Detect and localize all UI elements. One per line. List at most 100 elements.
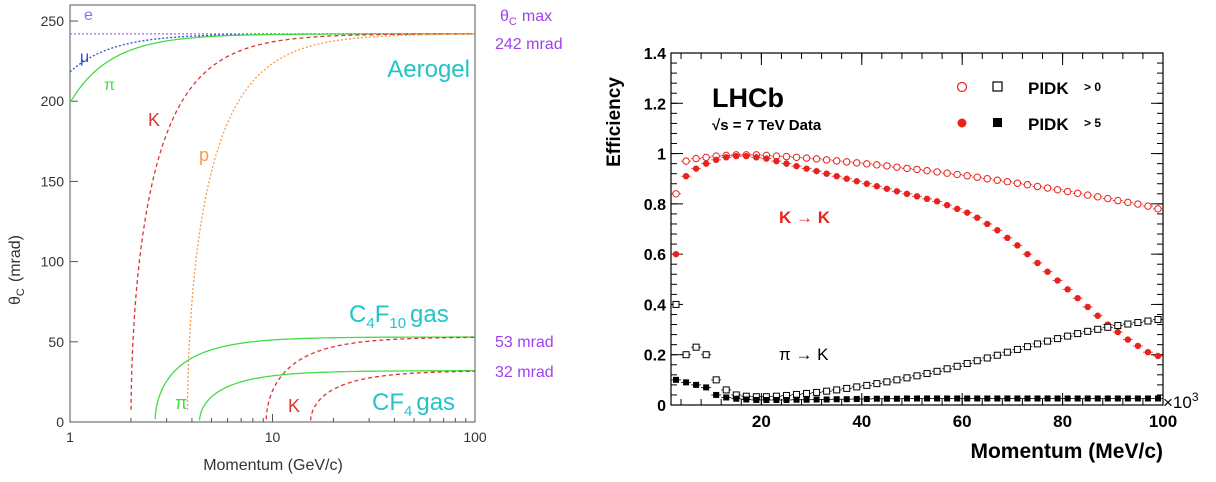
right-y-tick-label: 0.2 [644,348,666,365]
data-point-kaon-pidk0 [983,175,991,183]
data-point-pion-pidk0 [893,376,901,384]
data-point-kaon-pidk5 [1134,342,1142,350]
cf4-label-cf: CF [372,389,404,416]
data-point-pion-pidk0 [682,351,690,359]
data-point-pion-pidk0 [923,370,931,378]
data-point-pion-pidk5 [843,396,850,403]
data-point-kaon-pidk0 [1053,186,1062,194]
data-point-pion-pidk0 [712,376,720,384]
data-point-pion-pidk5 [673,376,680,383]
right-x-axis-label: Momentum (MeV/c) [970,440,1163,463]
c4f10-label-10: 10 [389,315,406,332]
x-multiplier: ×103 [1163,390,1199,412]
data-point-pion-pidk5 [1064,395,1071,402]
left-y-tick-label: 200 [41,93,65,109]
data-point-pion-pidk5 [793,396,800,403]
data-point-kaon-pidk0 [963,171,971,180]
data-point-kaon-pidk5 [1044,268,1051,275]
data-point-kaon-pidk5 [1074,294,1081,302]
left-y-axis-label-sub: C [15,288,27,296]
particle-label: K [148,110,160,130]
left-y-tick-label: 50 [48,334,64,350]
curve-aerogel-μ [69,33,475,73]
data-point-pion-pidk5 [1054,395,1061,402]
left-y-tick-label: 0 [56,414,64,430]
data-point-pion-pidk5 [903,395,910,402]
data-point-pion-pidk5 [994,395,1001,402]
data-point-kaon-pidk0 [692,154,700,163]
left-y-tick-label: 100 [41,254,65,270]
k-to-k-label: K → K [779,208,831,227]
data-point-pion-pidk0 [1064,332,1072,340]
data-point-kaon-pidk5 [943,201,951,209]
data-point-kaon-pidk0 [1013,179,1022,187]
data-point-kaon-pidk0 [702,153,710,162]
pid-efficiency-chart: 0 0.2 0.4 0.6 0.8 1 1.2 1.4 20 40 60 80 100 Efficien… [604,46,1199,463]
curve-cf4-K [309,370,475,421]
particle-label: p [199,145,209,165]
data-point-pion-pidk0 [933,367,941,375]
x-multiplier-exp: 3 [1192,390,1199,404]
lhcb-label: LHCb [712,83,784,113]
data-point-pion-pidk5 [733,395,740,402]
data-point-pion-pidk5 [853,395,860,402]
data-point-kaon-pidk0 [843,158,851,166]
data-point-kaon-pidk5 [893,188,901,195]
data-point-pion-pidk0 [853,383,861,391]
cf4-label: CF4 gas [372,389,455,420]
data-point-kaon-pidk0 [903,164,911,173]
data-point-pion-pidk0 [1013,345,1021,353]
right-x-tick-label: 80 [1053,412,1072,431]
right-y-tick-label: 0.4 [644,297,666,314]
left-y-axis-label-theta: θ [7,296,24,305]
data-point-pion-pidk0 [873,380,881,388]
data-point-pion-pidk5 [1134,395,1141,402]
data-point-kaon-pidk0 [993,176,1002,184]
curve-c4f10-K [265,336,475,420]
data-point-kaon-pidk0 [1033,182,1042,191]
data-point-kaon-pidk0 [1023,181,1032,189]
data-point-pion-pidk5 [893,395,900,402]
legend-cut0-cut: > 0 [1084,80,1101,94]
data-point-kaon-pidk0 [802,154,811,162]
data-point-pion-pidk0 [722,386,730,394]
data-point-pion-pidk5 [1024,395,1031,402]
data-point-kaon-pidk5 [1154,352,1162,360]
data-point-pion-pidk5 [1074,395,1081,402]
data-point-pion-pidk5 [934,395,941,402]
curve-aerogel-K [130,33,476,410]
data-point-pion-pidk0 [963,360,971,368]
left-x-axis-label: Momentum (GeV/c) [203,457,343,474]
data-point-kaon-pidk5 [1014,242,1021,249]
data-point-pion-pidk5 [1014,395,1021,402]
data-point-kaon-pidk5 [1094,312,1101,319]
data-point-kaon-pidk5 [672,250,680,258]
data-point-pion-pidk0 [973,357,981,365]
data-point-kaon-pidk5 [1024,250,1031,258]
data-point-pion-pidk5 [1114,395,1121,402]
c4f10-max-label: 53 mrad [495,334,554,351]
data-point-pion-pidk5 [954,395,961,402]
right-y-tick-label: 0.6 [644,247,666,264]
data-point-kaon-pidk0 [953,170,961,179]
data-point-kaon-pidk5 [783,160,790,167]
data-point-kaon-pidk0 [1003,178,1012,186]
data-point-pion-pidk5 [1144,395,1151,402]
data-point-pion-pidk0 [1084,327,1092,335]
data-point-kaon-pidk0 [1083,191,1092,199]
left-x-tick-label: 1 [66,429,74,445]
data-point-kaon-pidk0 [853,159,861,167]
data-point-kaon-pidk0 [1063,187,1072,196]
data-point-kaon-pidk0 [913,165,921,174]
data-point-pion-pidk0 [823,387,831,395]
data-point-kaon-pidk5 [1144,349,1152,356]
data-point-pion-pidk5 [1104,395,1111,402]
data-point-kaon-pidk5 [1054,277,1061,284]
data-point-pion-pidk5 [773,396,780,403]
data-point-kaon-pidk0 [682,157,690,165]
data-point-kaon-pidk0 [973,173,981,181]
data-point-pion-pidk0 [702,351,710,359]
data-point-kaon-pidk5 [913,193,921,200]
legend-kaon-filled-circle [957,118,967,128]
